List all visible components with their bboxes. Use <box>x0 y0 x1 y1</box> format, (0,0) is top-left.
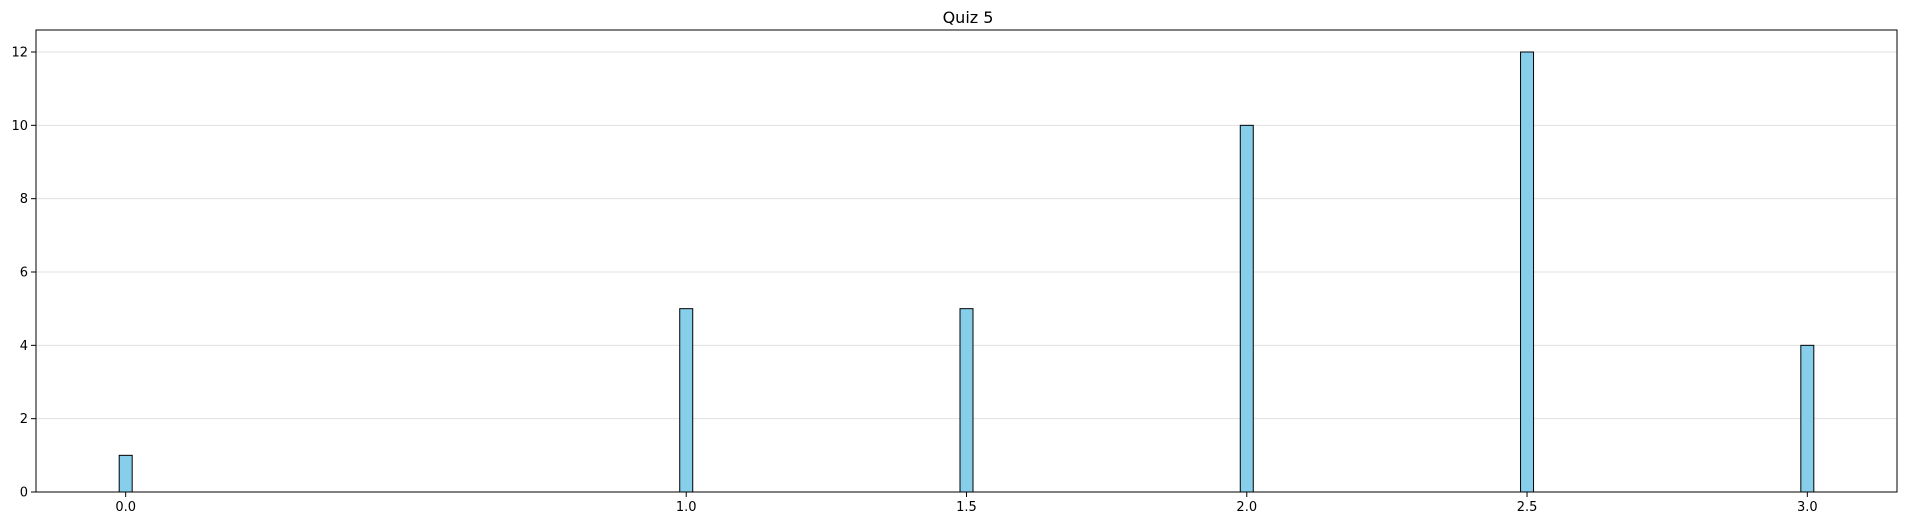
x-tick-label: 1.5 <box>956 500 977 515</box>
x-tick-label: 2.5 <box>1517 500 1538 515</box>
x-tick-label: 2.0 <box>1236 500 1257 515</box>
bar <box>1520 51 1535 493</box>
y-tick-label: 0 <box>20 486 28 501</box>
x-tick-label: 0.0 <box>115 500 136 515</box>
bars <box>118 51 1815 493</box>
y-tick-label: 12 <box>11 46 28 61</box>
bar <box>1239 124 1254 493</box>
y-tick-label: 4 <box>20 339 28 354</box>
y-tick-label: 8 <box>20 192 28 207</box>
bar <box>959 308 974 493</box>
bar <box>118 454 133 493</box>
x-tick-label: 3.0 <box>1797 500 1818 515</box>
y-tick-label: 6 <box>20 266 28 281</box>
x-axis: 0.0 1.0 1.5 2.0 2.5 3.0 <box>115 492 1818 515</box>
y-tick-label: 10 <box>11 119 28 134</box>
y-tick-label: 2 <box>20 412 28 427</box>
chart-title: Quiz 5 <box>943 8 994 27</box>
x-tick-label: 1.0 <box>676 500 697 515</box>
bar <box>679 308 694 493</box>
grid-lines <box>36 51 1897 420</box>
y-axis: 0 2 4 6 8 10 12 <box>11 46 36 501</box>
bar <box>1800 344 1815 493</box>
